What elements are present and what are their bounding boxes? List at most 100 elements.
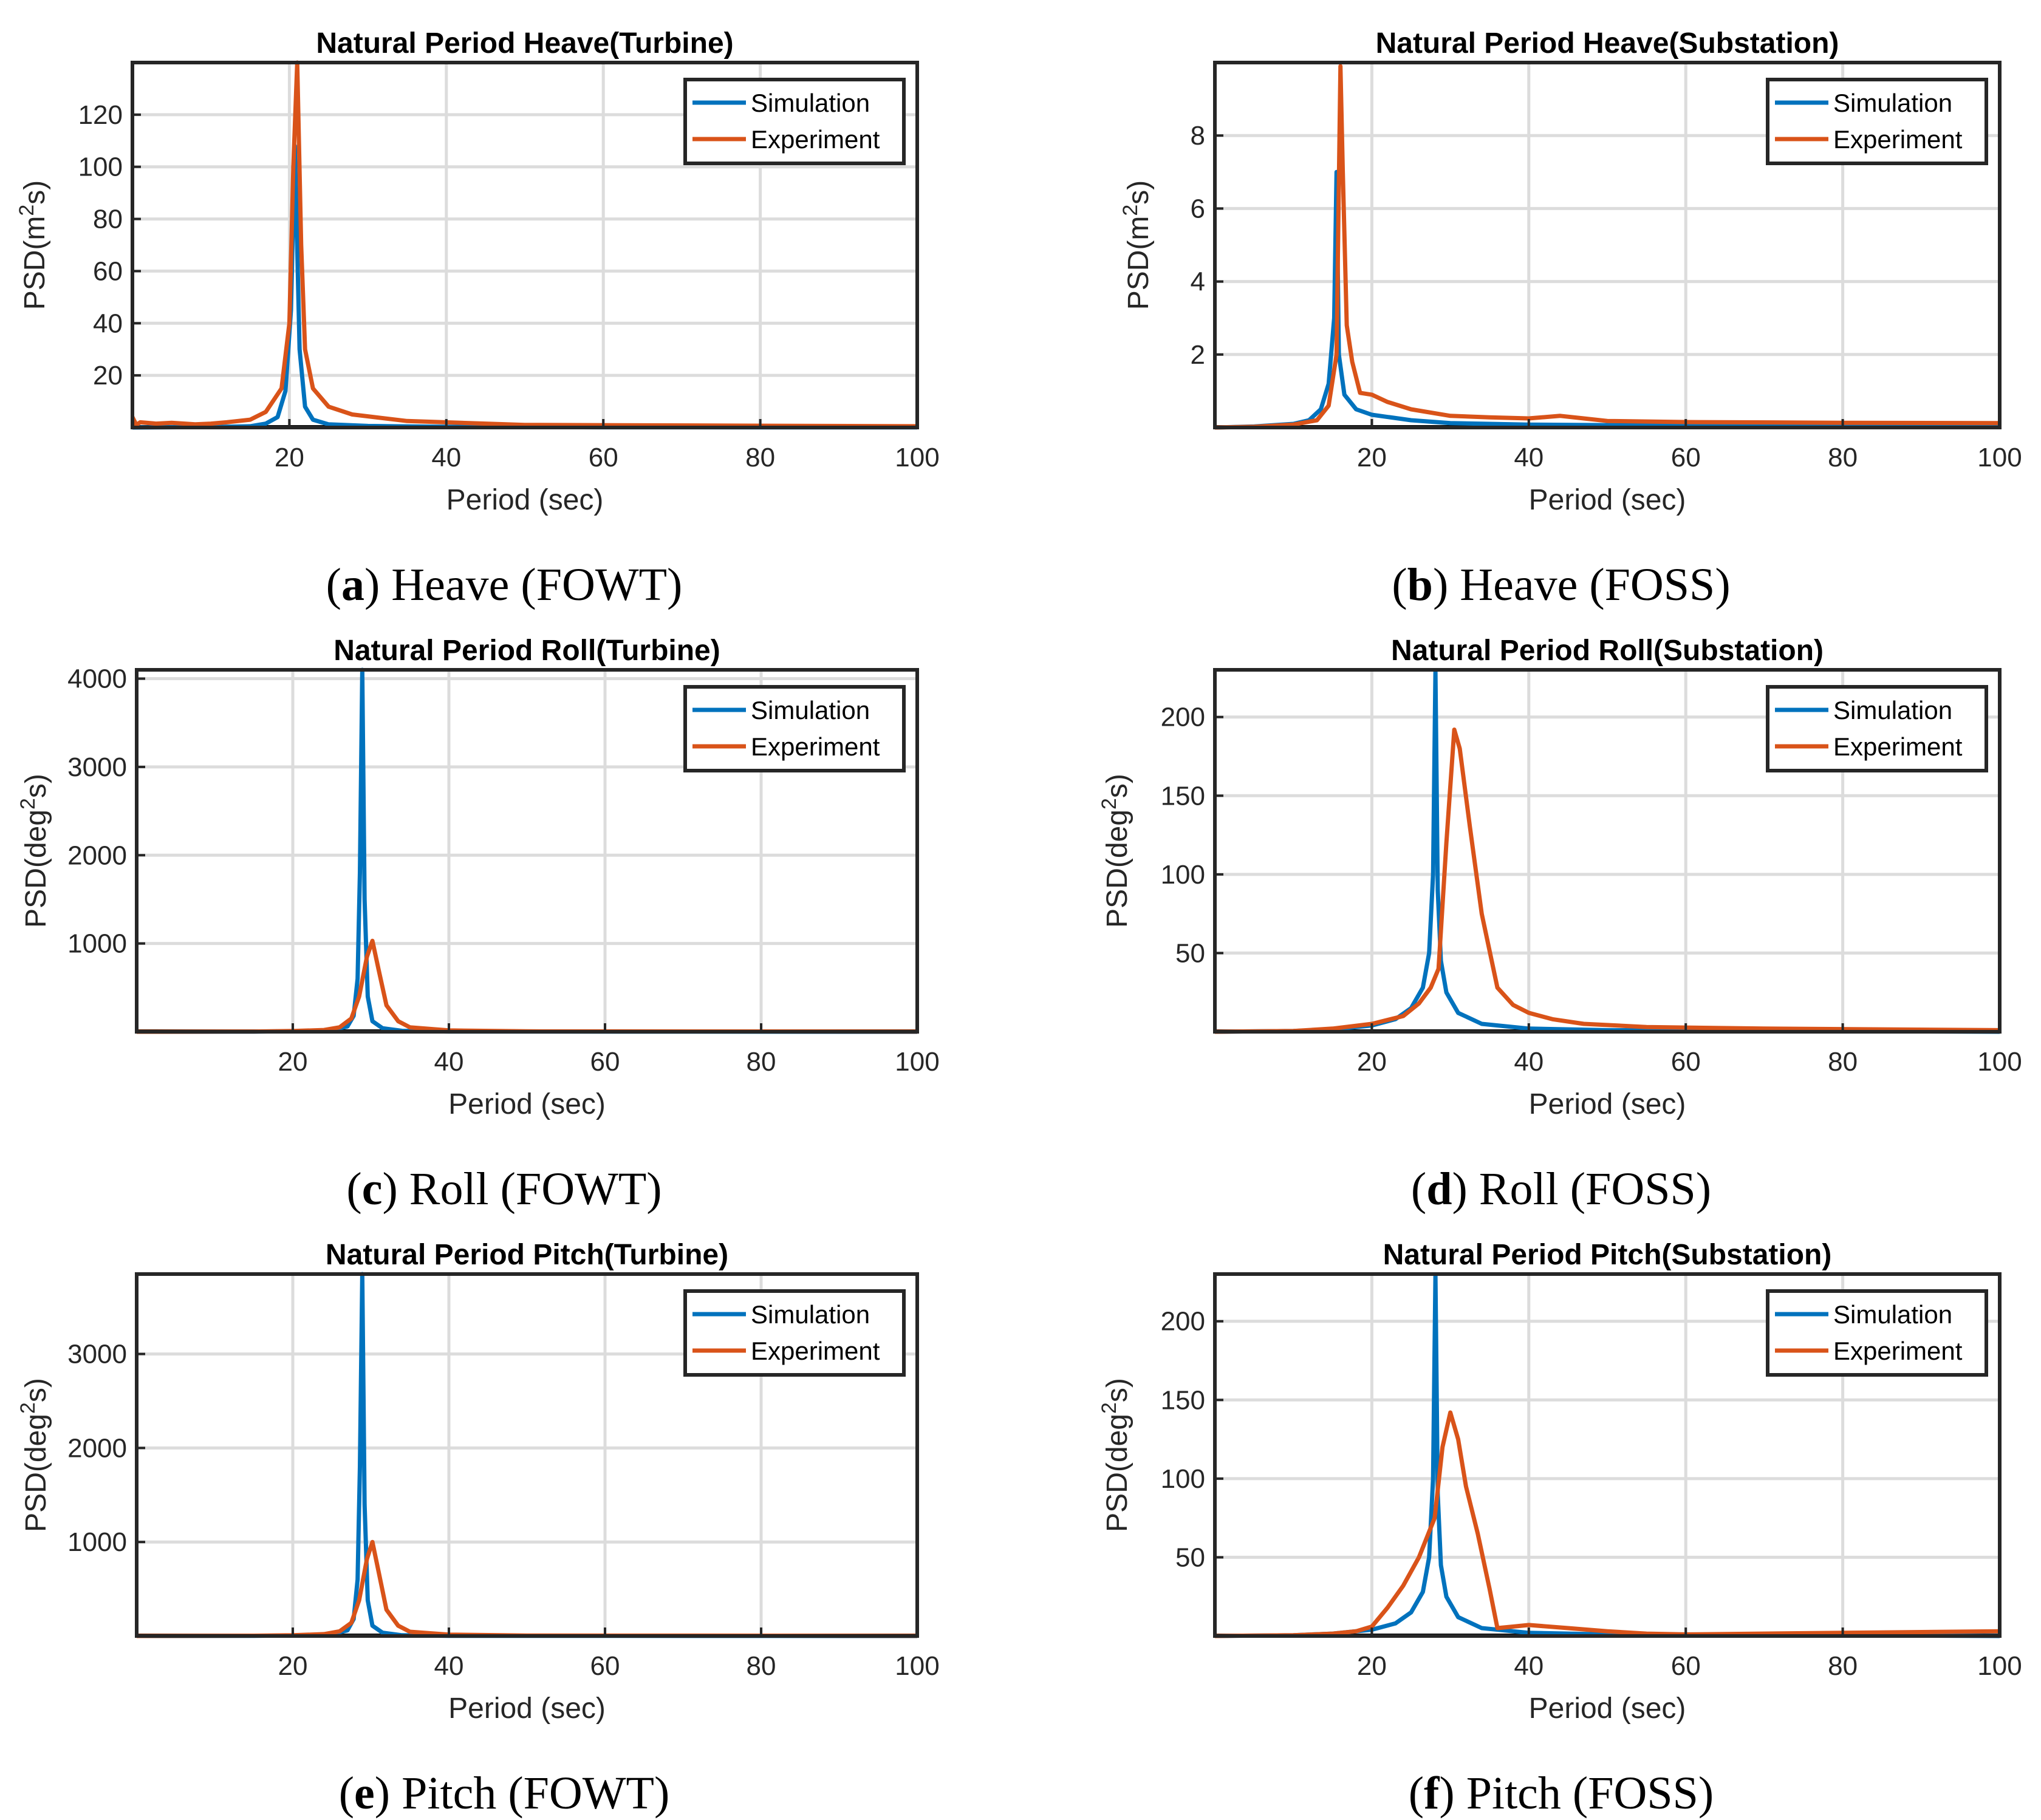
y-axis-label: PSD(deg2s) [16,774,52,928]
chart-svg-c: 20 40 60 80 100 1000 2000 3000 4000 Natural Perio… [16,635,940,1120]
legend-box [683,1289,906,1377]
caption-paren-open: ( [1392,559,1407,610]
y-tick-label: 8 [1191,121,1205,151]
caption-text: Roll (FOWT) [397,1164,662,1215]
chart-title: Natural Period Pitch(Turbine) [326,1239,728,1271]
caption-text: Pitch (FOWT) [390,1768,670,1819]
x-axis-label: Period (sec) [448,1088,606,1120]
series-line-experiment [1214,728,2000,1034]
chart-panel-c: 20 40 60 80 100 1000 2000 3000 4000 Natural Perio… [0,604,1020,1126]
x-tick-label: 100 [1977,1651,2022,1681]
caption-paren-open: ( [346,1164,362,1215]
axes-box [1213,668,2002,1034]
y-tick-label: 60 [93,256,123,286]
panel-caption-f: (f) Pitch (FOSS) [1075,1767,2041,1820]
axes-box [1213,1272,2002,1638]
x-tick-label: 80 [1828,1047,1858,1077]
chart-svg-f: 20 40 60 80 100 50 100 150 200 Natural Period Pit… [1098,1239,2022,1725]
y-axis-label-main: PSD(m [19,216,51,310]
y-tick-label: 50 [1175,938,1205,968]
x-tick-label: 80 [747,1651,776,1681]
chart-title: Natural Period Roll(Turbine) [333,635,720,667]
y-tick-label: 150 [1161,781,1205,811]
x-tick-label: 80 [745,443,775,472]
y-axis-label-end: s) [1101,1378,1133,1402]
axes-box [135,668,919,1034]
caption-letter: e [354,1768,375,1819]
x-tick-label: 60 [590,1047,620,1077]
x-tick-label: 100 [895,443,939,472]
caption-paren-close: ) [1452,1164,1468,1215]
caption-paren-open: ( [338,1768,355,1819]
legend-label-simulation: Simulation [751,89,870,117]
chart-title: Natural Period Heave(Substation) [1376,27,1839,60]
x-tick-label: 20 [1357,443,1387,472]
chart-svg-e: 20 40 60 80 100 1000 2000 3000 Natural Period Pi… [16,1239,940,1725]
x-tick-label: 100 [1977,1047,2022,1077]
y-axis-label-end: s) [19,180,51,205]
chart-title: Natural Period Pitch(Substation) [1383,1239,1832,1271]
x-tick-label: 20 [275,443,304,472]
x-tick-label: 60 [590,1651,620,1681]
x-tick-label: 100 [895,1047,939,1077]
legend-label-experiment: Experiment [751,1337,880,1365]
x-tick-label: 40 [1514,443,1544,472]
legend-label-experiment: Experiment [1833,125,1963,154]
x-tick-label: 80 [747,1047,776,1077]
legend-label-experiment: Experiment [1833,732,1963,761]
x-tick-label: 60 [589,443,618,472]
panel-caption-a: (a) Heave (FOWT) [18,559,990,612]
legend-label-experiment: Experiment [1833,1337,1963,1365]
x-tick-label: 40 [1514,1651,1544,1681]
panel-caption-c: (c) Roll (FOWT) [18,1163,990,1216]
caption-paren-close: ) [374,1768,391,1819]
y-axis-label: PSD(m2s) [1119,180,1155,310]
y-axis-label-main: PSD(deg [20,1414,52,1532]
y-axis-label-sup: 2 [15,205,38,216]
legend-label-simulation: Simulation [751,1300,870,1329]
x-tick-label: 60 [1671,443,1701,472]
caption-letter: b [1407,559,1433,610]
caption-paren-close: ) [1439,1768,1455,1819]
y-tick-label: 20 [93,361,123,390]
series-line-experiment [1214,64,2000,430]
chart-svg-d: 20 40 60 80 100 50 100 150 200 Natural Period Rol… [1098,635,2022,1120]
legend-box [683,78,906,165]
legend-box [1766,1289,1988,1377]
legend-box [683,685,906,772]
y-tick-label: 3000 [67,752,127,782]
legend-box [1766,78,1988,165]
caption-letter: f [1424,1768,1440,1819]
x-tick-label: 40 [1514,1047,1544,1077]
y-tick-label: 4000 [67,664,127,694]
caption-text: Heave (FOWT) [380,559,683,610]
chart-panel-e: 20 40 60 80 100 1000 2000 3000 Natural Period Pi… [0,1208,1020,1731]
y-tick-label: 200 [1161,1307,1205,1337]
y-axis-label-main: PSD(deg [1101,1414,1133,1532]
y-axis-label-sup: 2 [16,1402,39,1414]
x-tick-label: 80 [1828,443,1858,472]
panel-caption-e: (e) Pitch (FOWT) [18,1767,990,1820]
x-tick-label: 100 [895,1651,939,1681]
y-axis-label: PSD(deg2s) [16,1378,52,1532]
chart-title: Natural Period Roll(Substation) [1391,635,1824,667]
panel-caption-b: (b) Heave (FOSS) [1075,559,2041,612]
y-tick-label: 2000 [67,1433,127,1463]
x-axis-label: Period (sec) [1529,484,1686,516]
panel-caption-d: (d) Roll (FOSS) [1075,1163,2041,1216]
y-axis-label-sup: 2 [16,798,39,809]
x-tick-label: 20 [1357,1047,1387,1077]
y-axis-label: PSD(deg2s) [1098,774,1133,928]
y-tick-label: 100 [1161,860,1205,890]
axes-box [1213,61,2002,429]
caption-letter: d [1426,1164,1452,1215]
caption-text: Pitch (FOSS) [1454,1768,1714,1819]
y-tick-label: 3000 [67,1340,127,1369]
y-tick-label: 50 [1175,1542,1205,1572]
y-axis-label-end: s) [20,1378,52,1402]
y-tick-label: 100 [78,152,123,182]
y-tick-label: 1000 [67,929,127,959]
caption-paren-close: ) [1432,559,1449,610]
y-axis-label: PSD(m2s) [15,180,51,310]
